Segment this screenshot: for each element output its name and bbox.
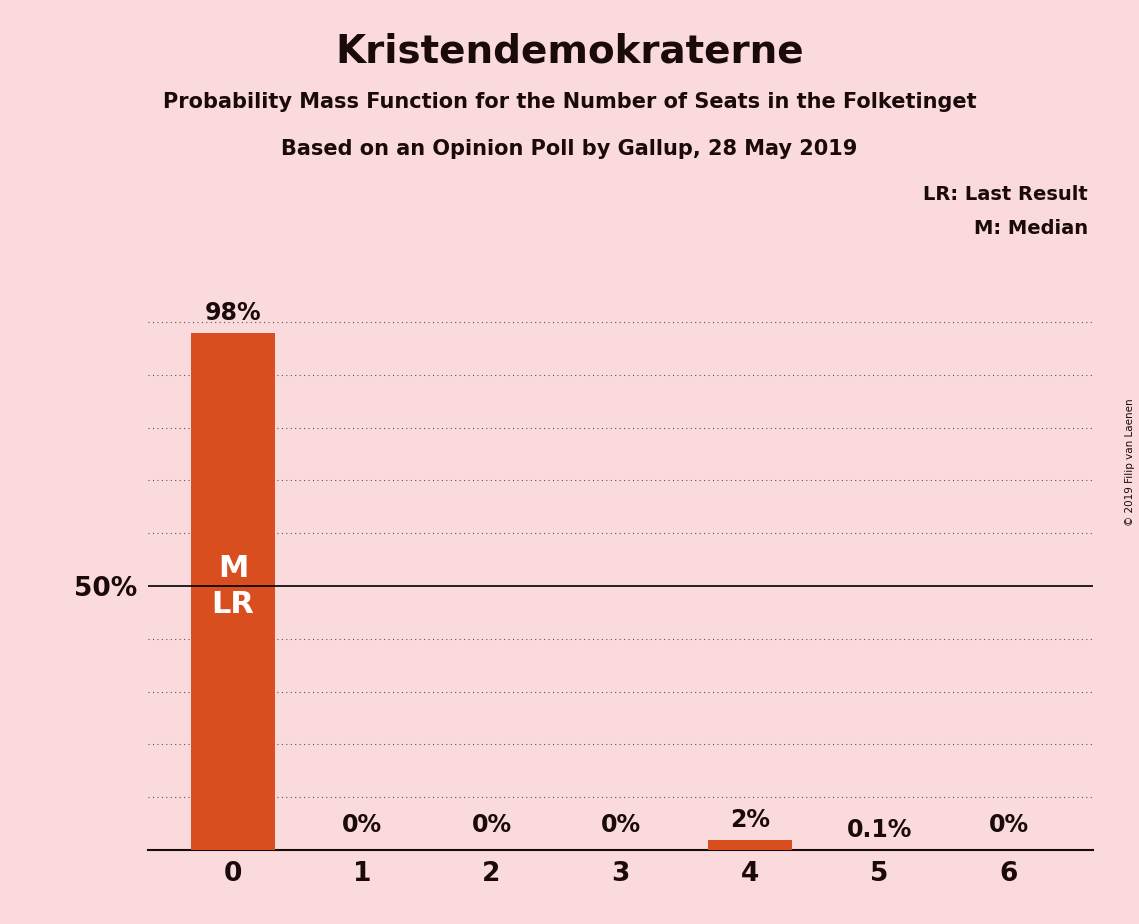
Text: © 2019 Filip van Laenen: © 2019 Filip van Laenen	[1125, 398, 1134, 526]
Text: LR: Last Result: LR: Last Result	[923, 185, 1088, 204]
Text: 0.1%: 0.1%	[846, 818, 912, 842]
Text: Based on an Opinion Poll by Gallup, 28 May 2019: Based on an Opinion Poll by Gallup, 28 M…	[281, 139, 858, 159]
Text: M
LR: M LR	[212, 553, 254, 618]
Text: 0%: 0%	[600, 813, 641, 837]
Text: 0%: 0%	[472, 813, 511, 837]
Text: Probability Mass Function for the Number of Seats in the Folketinget: Probability Mass Function for the Number…	[163, 92, 976, 113]
Bar	[191, 333, 274, 850]
Text: 0%: 0%	[342, 813, 383, 837]
Text: 98%: 98%	[205, 300, 261, 324]
Bar	[708, 840, 792, 850]
Text: 2%: 2%	[730, 808, 770, 832]
Text: 0%: 0%	[989, 813, 1029, 837]
Text: M: Median: M: Median	[974, 219, 1088, 238]
Text: Kristendemokraterne: Kristendemokraterne	[335, 32, 804, 70]
